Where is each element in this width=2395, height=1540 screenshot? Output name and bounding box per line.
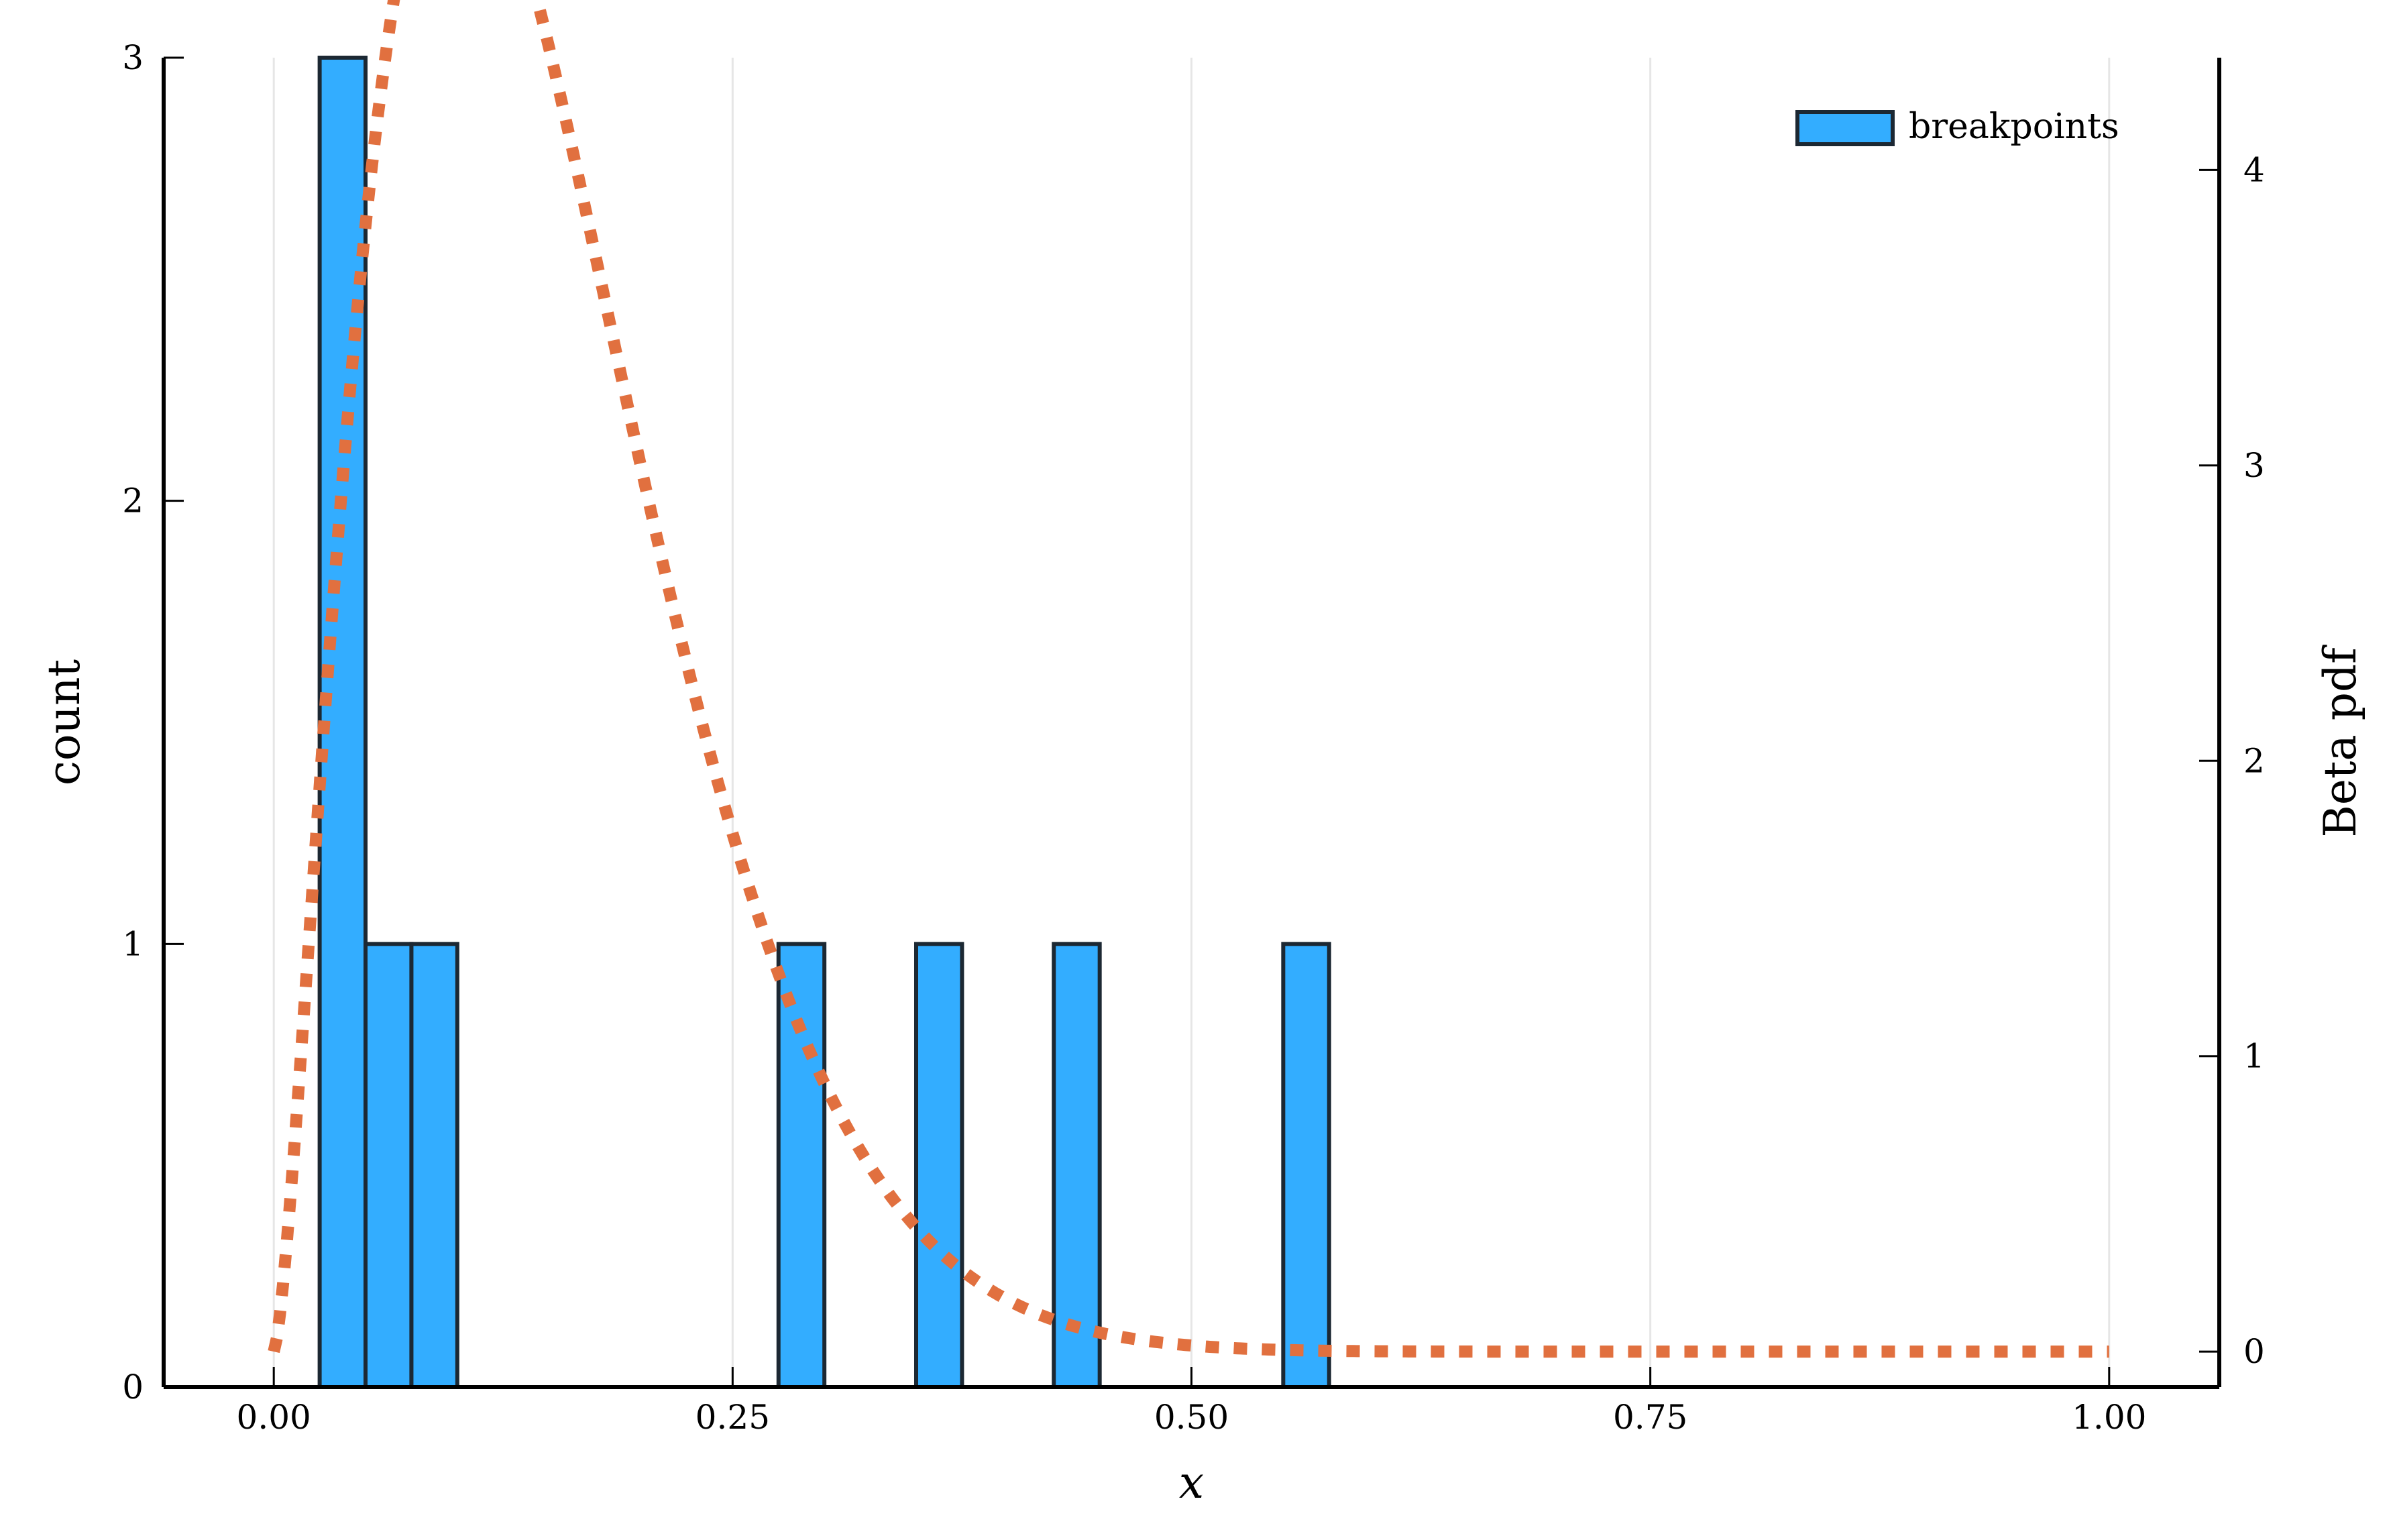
y2-tick-label-4: 4	[2243, 150, 2265, 189]
y-tick-label-2: 2	[122, 482, 144, 520]
x-axis-title: x	[1179, 1457, 1204, 1508]
y2-axis-title: Beta pdf	[2315, 645, 2366, 838]
y-tick-label-3: 3	[122, 38, 144, 77]
legend: breakpoints	[1795, 107, 2119, 147]
x-tick-label-3: 0.75	[1613, 1398, 1687, 1437]
legend-swatch-breakpoints	[1795, 110, 1895, 146]
beta-pdf-curve	[268, 0, 2109, 1358]
histogram-bar-6	[1281, 942, 1331, 1390]
y-axis-title: count	[38, 659, 90, 785]
histogram-bar-2	[409, 942, 459, 1390]
y-tick-label-1: 1	[122, 924, 144, 963]
x-tick-label-0: 0.00	[237, 1398, 311, 1437]
y-tick-label-0: 0	[122, 1368, 144, 1407]
histogram-bar-5	[1052, 942, 1102, 1390]
histogram-bar-4	[914, 942, 964, 1390]
histogram-bar-3	[776, 942, 827, 1390]
y2-tick-label-3: 3	[2243, 446, 2265, 485]
legend-label-breakpoints: breakpoints	[1909, 107, 2119, 147]
x-tick-label-4: 1.00	[2072, 1398, 2146, 1437]
tick-marks: 0.00 0.25 0.50 0.75 1.00 0 1 2 3 0 1 2 3 4	[122, 38, 2265, 1437]
x-tick-label-1: 0.25	[695, 1398, 770, 1437]
y2-tick-label-2: 2	[2243, 741, 2265, 780]
grid-lines	[272, 58, 2111, 1387]
y2-tick-label-0: 0	[2243, 1332, 2265, 1371]
histogram-bar-1	[364, 942, 414, 1390]
y2-tick-label-1: 1	[2243, 1037, 2265, 1076]
x-tick-label-2: 0.50	[1154, 1398, 1229, 1437]
pdf-curve-layer	[268, 0, 2109, 1358]
histogram-bars	[317, 56, 1331, 1390]
